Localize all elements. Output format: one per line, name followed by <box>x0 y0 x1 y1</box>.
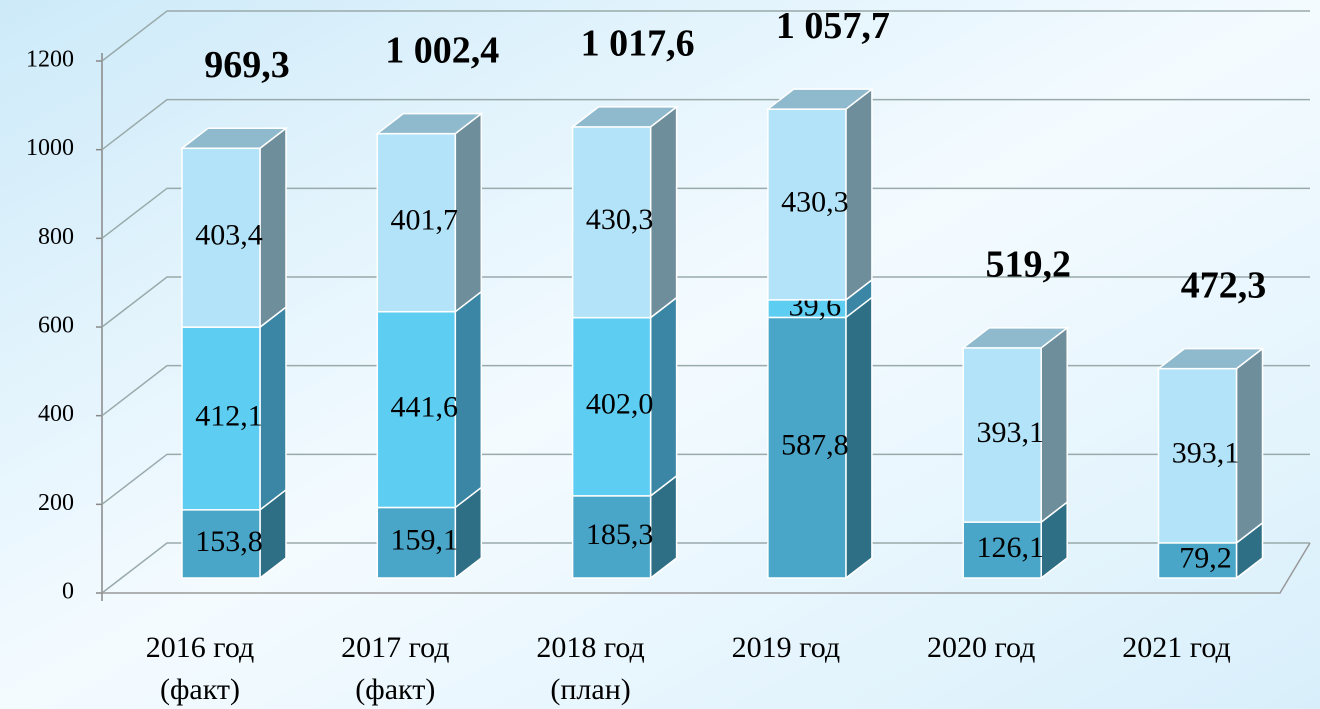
bar <box>376 506 457 579</box>
bar-side <box>454 112 483 314</box>
bar <box>767 108 847 301</box>
bar-value-label: 393,1 <box>1172 437 1240 470</box>
total-label: 1 057,7 <box>776 5 890 47</box>
y-tick-label: 200 <box>38 490 74 516</box>
bar-side <box>845 87 873 302</box>
bar <box>1157 367 1238 544</box>
bar <box>181 326 261 511</box>
y-tick-label: 600 <box>38 313 74 339</box>
bar-side <box>1040 326 1068 524</box>
total-label: 519,2 <box>985 244 1071 286</box>
grid-line <box>101 364 1310 417</box>
grid-line <box>101 187 1310 239</box>
bar <box>962 521 1042 579</box>
total-label: 1 002,4 <box>385 29 499 71</box>
bar-value-label: 126,1 <box>976 531 1044 564</box>
grid-line <box>101 542 1310 594</box>
grid-line <box>101 10 1310 62</box>
bar-value-label: 412,1 <box>195 399 263 432</box>
x-tick-label: (факт) <box>355 673 435 706</box>
x-tick-label: (факт) <box>160 673 240 706</box>
x-tick-label: 2019 год <box>732 631 840 664</box>
bar <box>571 316 652 497</box>
bar-top <box>1156 347 1265 370</box>
bar-value-label: 401,7 <box>391 204 459 237</box>
bar-value-label: 587,8 <box>781 429 849 462</box>
x-tick-label: 2020 год <box>927 631 1035 664</box>
bar-side <box>259 126 287 329</box>
bar-top <box>179 127 289 150</box>
bar <box>376 310 457 509</box>
bar-side <box>259 305 287 512</box>
total-label: 1 017,6 <box>581 23 695 65</box>
grid-line <box>101 453 1310 505</box>
bar <box>376 132 457 313</box>
bar-value-label: 430,3 <box>781 185 849 218</box>
x-tick-label: 2016 год <box>146 631 254 664</box>
y-tick-label: 1200 <box>26 47 74 73</box>
bar-value-label: 393,1 <box>976 416 1044 449</box>
y-tick-label: 400 <box>38 401 74 427</box>
bar-value-label: 153,8 <box>195 525 263 558</box>
bar-value-label: 402,0 <box>586 388 654 421</box>
y-tick-label: 1000 <box>26 135 74 161</box>
bar-side <box>649 296 678 498</box>
bar-top <box>570 106 679 128</box>
x-tick-label: 2017 год <box>341 631 449 664</box>
bar-side <box>845 295 873 580</box>
total-label: 969,3 <box>204 44 290 86</box>
bar-value-label: 159,1 <box>391 524 459 557</box>
x-tick-label: 2018 год <box>536 631 644 664</box>
x-tick-label: (план) <box>550 673 630 706</box>
bar-value-label: 403,4 <box>195 219 263 252</box>
grid-line <box>101 276 1310 328</box>
y-tick-label: 0 <box>62 579 74 605</box>
grid-line <box>101 98 1310 151</box>
x-tick-label: 2021 год <box>1122 631 1230 664</box>
bar <box>181 147 261 328</box>
bar-side <box>454 290 483 509</box>
bar <box>962 347 1042 523</box>
bar <box>571 126 652 319</box>
bar <box>571 495 652 579</box>
floor-edge <box>102 542 1311 594</box>
bar <box>181 509 261 579</box>
bar-top <box>375 112 484 135</box>
bar-value-label: 185,3 <box>586 518 654 551</box>
total-label: 472,3 <box>1181 264 1267 306</box>
bar <box>1157 542 1238 579</box>
bar-value-label: 430,3 <box>586 203 654 236</box>
bar-top <box>960 327 1070 349</box>
bar-value-label: 79,2 <box>1179 541 1232 574</box>
bar-side <box>649 105 678 320</box>
y-tick-label: 800 <box>38 224 74 250</box>
bar-top <box>765 88 875 110</box>
bar-side <box>1235 347 1264 545</box>
bar-value-label: 441,6 <box>391 390 459 423</box>
bar <box>767 316 847 579</box>
